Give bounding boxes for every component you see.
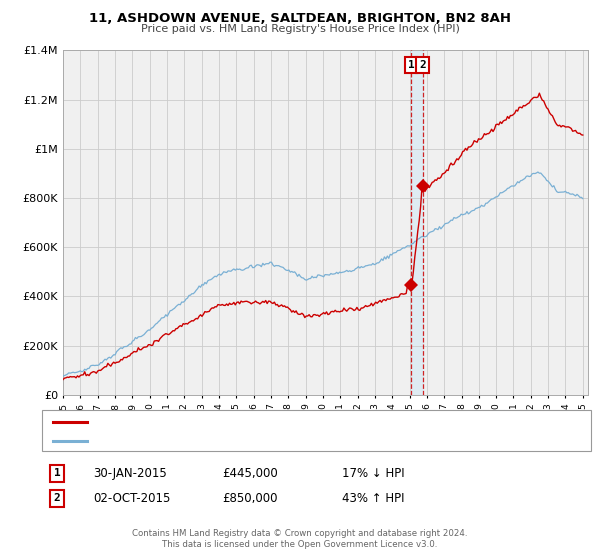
Text: 11, ASHDOWN AVENUE, SALTDEAN, BRIGHTON, BN2 8AH: 11, ASHDOWN AVENUE, SALTDEAN, BRIGHTON, … (89, 12, 511, 25)
Text: 43% ↑ HPI: 43% ↑ HPI (342, 492, 404, 505)
Text: 2: 2 (53, 493, 61, 503)
Text: HPI: Average price, detached house, Brighton and Hove: HPI: Average price, detached house, Brig… (93, 436, 371, 446)
Text: 17% ↓ HPI: 17% ↓ HPI (342, 466, 404, 480)
Text: £445,000: £445,000 (222, 466, 278, 480)
Text: 1: 1 (407, 60, 414, 70)
Text: 02-OCT-2015: 02-OCT-2015 (93, 492, 170, 505)
Text: 11, ASHDOWN AVENUE, SALTDEAN, BRIGHTON, BN2 8AH (detached house): 11, ASHDOWN AVENUE, SALTDEAN, BRIGHTON, … (93, 417, 468, 427)
Text: Price paid vs. HM Land Registry's House Price Index (HPI): Price paid vs. HM Land Registry's House … (140, 24, 460, 34)
Text: This data is licensed under the Open Government Licence v3.0.: This data is licensed under the Open Gov… (163, 540, 437, 549)
Text: 30-JAN-2015: 30-JAN-2015 (93, 466, 167, 480)
Text: Contains HM Land Registry data © Crown copyright and database right 2024.: Contains HM Land Registry data © Crown c… (132, 529, 468, 538)
Text: 1: 1 (53, 468, 61, 478)
Bar (411, 50, 422, 395)
Text: 2: 2 (419, 60, 426, 70)
Text: £850,000: £850,000 (222, 492, 277, 505)
